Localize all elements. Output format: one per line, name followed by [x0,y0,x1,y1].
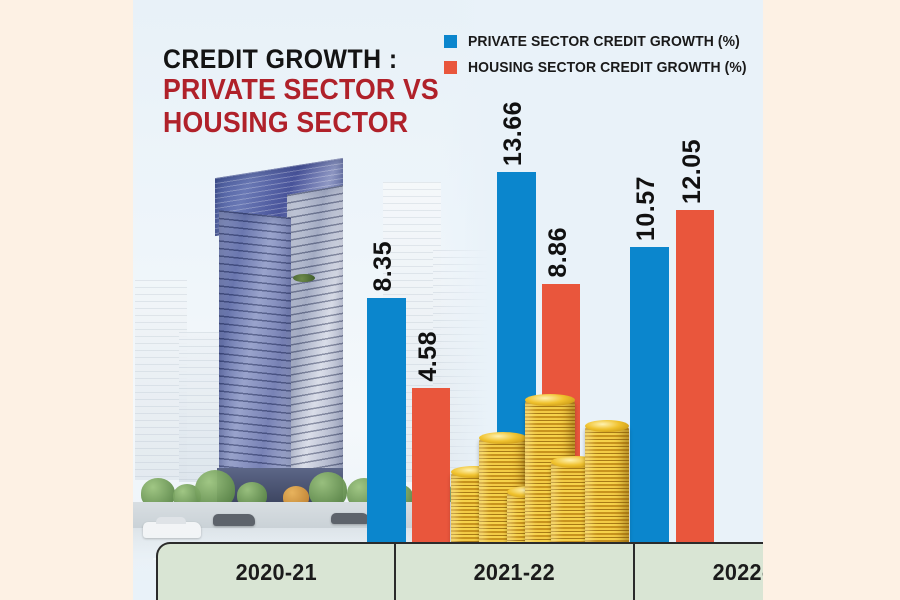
car-dark-2 [331,513,369,524]
roof-garden [293,274,315,282]
legend-swatch-blue-icon [444,35,457,48]
category-cell-2020-21[interactable]: 2020-21 [158,544,397,600]
page-left-margin [0,0,133,600]
gold-coins-photo [451,390,631,550]
title-line-2: PRIVATE SECTOR VS [163,74,439,107]
legend-item-housing-sector[interactable]: HOUSING SECTOR CREDIT GROWTH (%) [444,59,763,76]
car-dark-1 [213,514,255,526]
category-label-2022-23: 2022-23 [712,558,763,585]
category-cell-2021-22[interactable]: 2021-22 [396,544,635,600]
category-label-2021-22: 2021-22 [473,558,556,585]
bar-private-2022-23[interactable] [630,247,669,542]
title-line-1: CREDIT GROWTH : [163,44,398,74]
category-cell-2022-23[interactable]: 2022-23 [635,544,763,600]
bar-label-private-2020-21: 8.35 [369,241,397,292]
page-title: CREDIT GROWTH : PRIVATE SECTOR VS HOUSIN… [163,44,463,139]
legend-label-housing-sector: HOUSING SECTOR CREDIT GROWTH (%) [468,59,747,76]
legend-item-private-sector[interactable]: PRIVATE SECTOR CREDIT GROWTH (%) [444,33,763,50]
title-line-3: HOUSING SECTOR [163,106,409,139]
page-right-margin [763,0,900,600]
bar-label-housing-2021-22: 8.86 [544,227,572,278]
legend-swatch-red-icon [444,61,457,74]
legend-label-private-sector: PRIVATE SECTOR CREDIT GROWTH (%) [468,33,740,50]
bar-label-housing-2022-23: 12.05 [678,138,706,204]
category-label-2020-21: 2020-21 [235,558,317,585]
bar-label-private-2022-23: 10.57 [632,175,660,241]
background-tower-1 [135,280,187,480]
bar-housing-2020-21[interactable] [412,388,450,542]
bar-label-private-2021-22: 13.66 [499,100,527,166]
category-axis-table: 2020-21 2021-22 2022-23 [156,542,763,600]
bar-label-housing-2020-21: 4.58 [414,331,442,382]
background-tower-2 [179,332,219,482]
bar-housing-2022-23[interactable] [676,210,714,542]
building-photo [133,0,493,600]
coin-stack-6 [585,420,629,550]
bar-private-2020-21[interactable] [367,298,406,542]
infographic-panel: CREDIT GROWTH : PRIVATE SECTOR VS HOUSIN… [133,0,763,600]
chart-legend: PRIVATE SECTOR CREDIT GROWTH (%) HOUSING… [444,33,763,85]
